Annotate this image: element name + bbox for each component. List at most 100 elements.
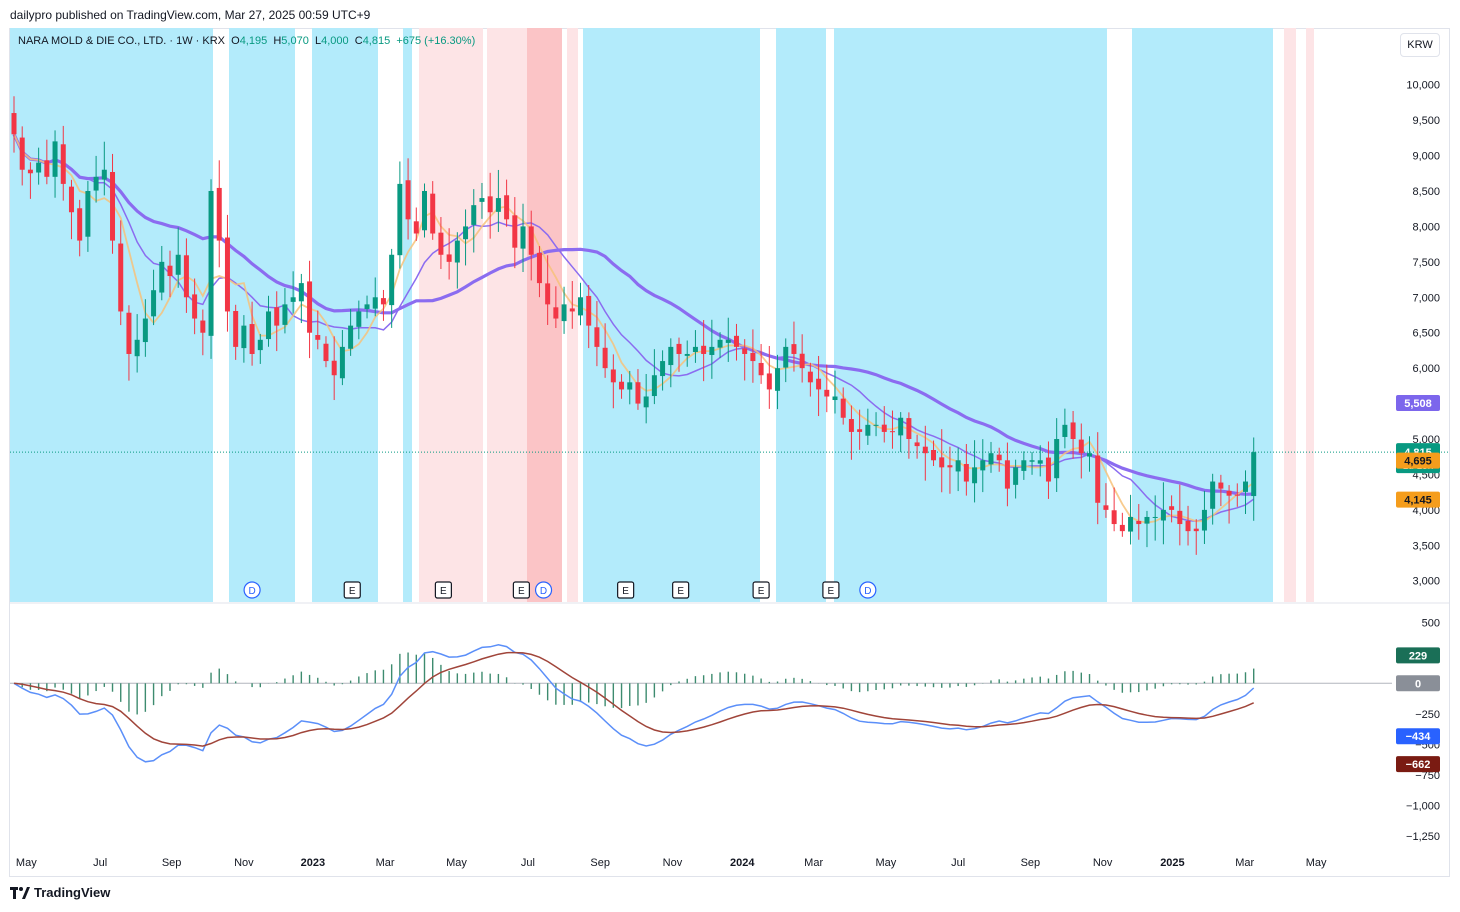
candle bbox=[1128, 494, 1134, 545]
candle bbox=[1185, 505, 1191, 546]
candle-body bbox=[1210, 481, 1216, 509]
candle bbox=[380, 289, 386, 321]
candle bbox=[175, 227, 181, 288]
candle-body bbox=[405, 180, 411, 220]
candle bbox=[126, 305, 132, 381]
candle bbox=[1144, 510, 1150, 548]
candle-body bbox=[1103, 505, 1109, 510]
candle-body bbox=[216, 187, 222, 241]
legend-high: 5,070 bbox=[281, 35, 309, 47]
candle bbox=[750, 329, 756, 383]
event-marker-label: E bbox=[677, 586, 684, 597]
label-macd-zero-bg bbox=[1396, 675, 1440, 692]
bg-band bbox=[776, 28, 826, 602]
candle-body bbox=[914, 442, 920, 447]
candle bbox=[282, 288, 288, 334]
candle bbox=[775, 354, 781, 410]
candle bbox=[233, 304, 239, 360]
candle-body bbox=[955, 460, 961, 472]
dividend-marker-icon: D bbox=[859, 581, 877, 599]
event-marker-label: D bbox=[248, 586, 255, 597]
candle bbox=[619, 374, 625, 399]
legend-low: 4,000 bbox=[321, 35, 349, 47]
candle bbox=[1226, 485, 1232, 524]
candle bbox=[520, 203, 526, 273]
candle-body bbox=[413, 221, 419, 234]
candles bbox=[11, 96, 1257, 555]
candle-body bbox=[684, 353, 690, 356]
time-tick-label: Sep bbox=[590, 857, 610, 869]
candle bbox=[118, 220, 124, 326]
candle-body bbox=[848, 419, 854, 432]
footer-brand[interactable]: TradingView bbox=[10, 885, 110, 900]
candle-body bbox=[717, 339, 723, 348]
legend-symbol: NARA MOLD & DIE CO., LTD. · 1W · KRX bbox=[18, 35, 225, 47]
candle-body bbox=[939, 457, 945, 468]
candle bbox=[93, 155, 99, 203]
candle bbox=[889, 410, 895, 449]
candle bbox=[733, 323, 739, 361]
candle bbox=[266, 295, 272, 347]
candle bbox=[1111, 487, 1117, 532]
time-tick-label: May bbox=[876, 857, 897, 869]
candle bbox=[315, 310, 321, 350]
candle bbox=[1004, 442, 1010, 507]
candle-body bbox=[1152, 516, 1158, 518]
candle-body bbox=[881, 424, 887, 432]
label-macd-line-bg bbox=[1396, 728, 1440, 745]
candle-body bbox=[561, 304, 567, 322]
candle-body bbox=[1177, 510, 1183, 525]
macd-histogram bbox=[21, 652, 1255, 715]
candle bbox=[1152, 495, 1158, 541]
candle-body bbox=[528, 226, 534, 255]
candle bbox=[1013, 459, 1019, 499]
candle-body bbox=[799, 353, 805, 369]
candle bbox=[44, 139, 50, 185]
time-tick-label: May bbox=[16, 857, 37, 869]
price-tick-label: 3,000 bbox=[1412, 576, 1440, 588]
candle-body bbox=[553, 307, 559, 319]
candle bbox=[569, 281, 575, 329]
candle-body bbox=[298, 283, 304, 302]
candle bbox=[471, 189, 477, 253]
bg-band bbox=[312, 28, 378, 602]
price-tick-label: 7,000 bbox=[1412, 292, 1440, 304]
dividend-marker-circle bbox=[859, 581, 877, 599]
candle bbox=[668, 338, 674, 388]
earnings-marker-box bbox=[343, 581, 361, 599]
bg-band bbox=[583, 28, 760, 602]
grid bbox=[10, 451, 1450, 684]
candle bbox=[216, 160, 222, 268]
candle-body bbox=[922, 446, 928, 454]
earnings-marker-box bbox=[822, 581, 840, 599]
candle-body bbox=[44, 160, 50, 177]
candle-body bbox=[463, 226, 469, 240]
candle bbox=[1119, 512, 1125, 537]
time-tick-label: Nov bbox=[663, 857, 683, 869]
candle bbox=[208, 179, 214, 359]
candle-body bbox=[19, 137, 25, 170]
candle-body bbox=[709, 346, 715, 355]
candle bbox=[963, 444, 969, 496]
candle bbox=[586, 284, 592, 349]
candle-body bbox=[454, 240, 460, 263]
bg-band bbox=[1306, 28, 1314, 602]
candle-body bbox=[471, 205, 477, 225]
candle-body bbox=[1070, 422, 1076, 440]
candle bbox=[742, 339, 748, 381]
candle-body bbox=[619, 381, 625, 390]
earnings-marker-icon: E bbox=[512, 581, 530, 599]
candle-body bbox=[159, 261, 165, 293]
time-tick-label: Mar bbox=[804, 857, 823, 869]
time-axis: May Jul Sep Nov 2023 Mar May Jul Sep Nov 2024 Mar Ma… bbox=[16, 857, 1327, 869]
earnings-marker-box bbox=[752, 581, 770, 599]
candle-body bbox=[134, 339, 140, 357]
legend-o-label: O bbox=[231, 35, 240, 47]
candle-body bbox=[1013, 467, 1019, 485]
candle-body bbox=[36, 162, 42, 173]
candle bbox=[159, 245, 165, 301]
legend-l-label: L bbox=[314, 35, 322, 47]
candle-body bbox=[364, 304, 370, 309]
currency-button[interactable]: KRW bbox=[1400, 33, 1440, 57]
